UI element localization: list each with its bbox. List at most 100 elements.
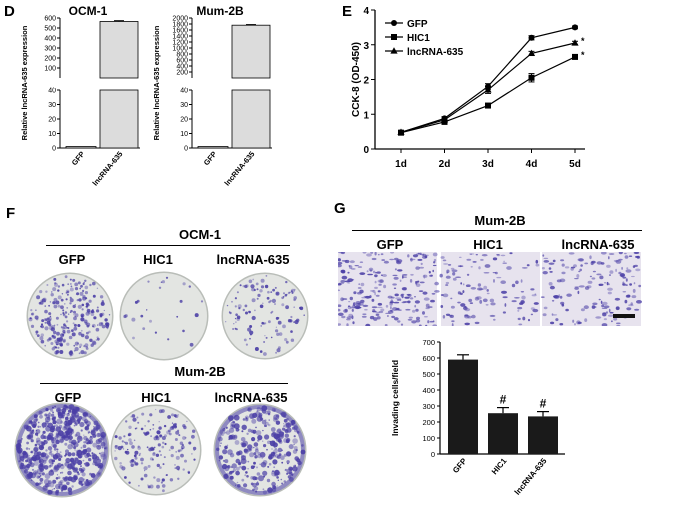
colony [79, 287, 82, 290]
cell [434, 290, 440, 293]
colony [80, 350, 85, 355]
cell [474, 321, 480, 325]
colony [124, 441, 129, 445]
colony [85, 426, 88, 430]
colony [79, 291, 84, 296]
colony [55, 426, 62, 432]
colony [53, 277, 57, 281]
cell [611, 320, 613, 323]
cell [468, 298, 473, 303]
colony [36, 295, 41, 300]
cell [353, 305, 357, 308]
y-tick-label: 3 [363, 41, 369, 52]
colony [165, 276, 169, 279]
colony [40, 339, 45, 344]
colony [53, 488, 55, 490]
cell [357, 266, 363, 268]
colony [53, 416, 57, 419]
cell [422, 253, 425, 257]
cell [616, 322, 621, 324]
cell [592, 270, 596, 273]
colony [45, 452, 48, 455]
colony [41, 433, 44, 436]
colony [170, 454, 174, 458]
colony [233, 323, 235, 325]
colony [57, 476, 61, 479]
colony [74, 449, 76, 451]
colony [34, 443, 38, 447]
cell [533, 302, 539, 305]
y-tick-label: 30 [48, 102, 56, 109]
cell [445, 281, 450, 285]
colony [247, 448, 251, 452]
colony [45, 449, 48, 452]
colony [74, 304, 76, 306]
colony [73, 475, 78, 481]
colony [45, 290, 48, 293]
cell [606, 264, 611, 268]
colony [66, 293, 69, 296]
y-tick-label: 30 [180, 102, 188, 109]
colony [149, 428, 152, 431]
colony [270, 291, 273, 293]
cell [475, 254, 478, 256]
colony [285, 422, 292, 428]
colony [147, 280, 150, 283]
colony [87, 463, 90, 466]
data-point [528, 34, 535, 41]
cell [374, 252, 377, 256]
colony [285, 305, 289, 310]
cell [346, 318, 351, 321]
panel-g-divider [352, 230, 642, 231]
cell [624, 255, 629, 259]
colony [153, 436, 158, 441]
cell [390, 299, 394, 304]
cell [632, 288, 636, 293]
colony [265, 275, 268, 277]
colony [57, 422, 59, 424]
colony [47, 446, 53, 451]
cell [338, 283, 342, 286]
colony [43, 465, 49, 470]
colony [220, 442, 222, 444]
cell [375, 271, 378, 274]
cell [375, 311, 380, 314]
colony [53, 297, 58, 302]
colony [264, 434, 270, 440]
cell [615, 268, 617, 272]
colony [262, 429, 264, 432]
cell [355, 303, 361, 307]
cell [353, 291, 357, 295]
cell [591, 305, 596, 309]
colony [128, 481, 131, 484]
colony [171, 422, 174, 424]
colony [234, 317, 237, 320]
panel-letter-d: D [4, 3, 15, 20]
colony [255, 282, 259, 286]
colony [224, 431, 227, 434]
colony [44, 305, 46, 307]
cell [496, 276, 502, 279]
cell [442, 293, 449, 298]
colony [50, 293, 54, 297]
bar-lower [231, 89, 271, 149]
colony [47, 434, 52, 440]
y-tick-label: 1800 [172, 22, 188, 29]
colony [62, 476, 66, 480]
colony [161, 478, 165, 482]
x-tick-label: 1d [395, 159, 407, 170]
significance-mark: # [540, 397, 547, 411]
cell [500, 254, 506, 257]
colony [41, 455, 48, 462]
cell [392, 274, 398, 277]
cell [354, 265, 359, 267]
cell [370, 290, 374, 292]
colony [250, 284, 255, 289]
colony [68, 424, 71, 426]
cell [486, 289, 489, 292]
y-tick-label: 1000 [172, 46, 188, 53]
cell [556, 279, 562, 283]
colony [140, 457, 144, 462]
y-tick-label: 300 [422, 402, 435, 411]
cell [622, 283, 626, 286]
